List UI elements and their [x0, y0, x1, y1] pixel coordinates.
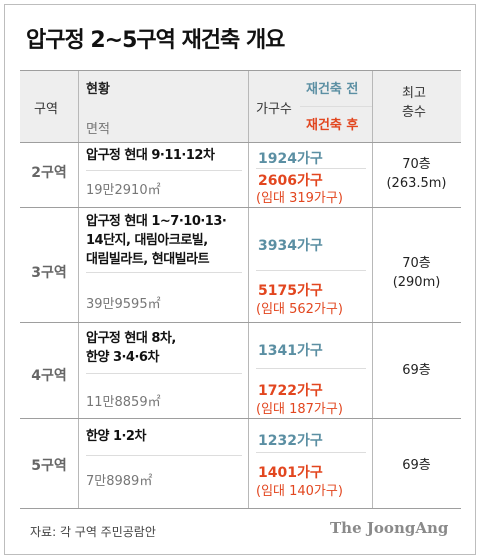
max-floors: 70층 (263.5m)	[386, 157, 447, 191]
header-zone: 구역	[34, 102, 58, 117]
row-divider	[20, 70, 461, 71]
zone-label: 3구역	[31, 265, 67, 281]
zone-label: 4구역	[31, 368, 67, 384]
complex-name: 압구정 현대 9·11·12차	[86, 148, 215, 163]
row-divider	[20, 508, 461, 509]
households-before: 1341가구	[258, 343, 323, 359]
page-title: 압구정 2~5구역 재건축 개요	[26, 28, 285, 53]
rental-units: (임대 187가구)	[256, 402, 343, 417]
table-header	[20, 70, 461, 142]
max-floors: 69층	[402, 458, 431, 473]
header-area: 면적	[86, 122, 110, 137]
header-households: 가구수	[256, 102, 292, 117]
row-divider	[20, 418, 461, 419]
households-before: 1232가구	[258, 433, 323, 449]
households-before: 3934가구	[258, 238, 323, 254]
households-after: 5175가구	[258, 283, 323, 299]
cell-divider	[86, 170, 242, 171]
zone-label: 5구역	[31, 458, 67, 474]
cell-divider	[86, 373, 242, 374]
households-before: 1924가구	[258, 151, 323, 167]
header-status: 현황	[86, 82, 110, 97]
site-area: 11만8859㎡	[86, 395, 161, 410]
complex-name: 한양 1·2차	[86, 429, 146, 444]
header-max-floors-2: 층수	[402, 105, 426, 120]
header-before: 재건축 전	[306, 82, 359, 97]
complex-name: 압구정 현대 1~7·10·13· 14단지, 대림아크로빌, 대림빌라트, 현…	[86, 214, 227, 267]
households-after: 1401가구	[258, 465, 323, 481]
column-divider	[248, 70, 249, 508]
max-floors: 70층 (290m)	[392, 256, 441, 290]
rental-units: (임대 562가구)	[256, 302, 343, 317]
header-divider	[300, 106, 372, 107]
source-note: 자료: 각 구역 주민공람안	[30, 525, 156, 539]
site-area: 19만2910㎡	[86, 183, 161, 198]
households-after: 2606가구	[258, 173, 323, 189]
cell-divider	[256, 270, 366, 271]
complex-name: 압구정 현대 8차, 한양 3·4·6차	[86, 331, 176, 365]
rental-units: (임대 140가구)	[256, 484, 343, 499]
site-area: 39만9595㎡	[86, 297, 161, 312]
max-floors: 69층	[402, 363, 431, 378]
brand-logo: The JoongAng	[330, 519, 449, 537]
cell-divider	[256, 168, 366, 169]
row-divider	[20, 142, 461, 143]
row-divider	[20, 207, 461, 208]
zone-label: 2구역	[31, 165, 67, 181]
cell-divider	[86, 455, 242, 456]
cell-divider	[256, 452, 366, 453]
header-after: 재건축 후	[306, 118, 359, 133]
column-divider	[78, 70, 79, 508]
households-after: 1722가구	[258, 383, 323, 399]
row-divider	[20, 322, 461, 323]
column-divider	[372, 70, 373, 508]
cell-divider	[86, 272, 242, 273]
header-max-floors-1: 최고	[402, 86, 426, 101]
rental-units: (임대 319가구)	[256, 191, 343, 206]
cell-divider	[256, 368, 366, 369]
site-area: 7만8989㎡	[86, 474, 153, 489]
